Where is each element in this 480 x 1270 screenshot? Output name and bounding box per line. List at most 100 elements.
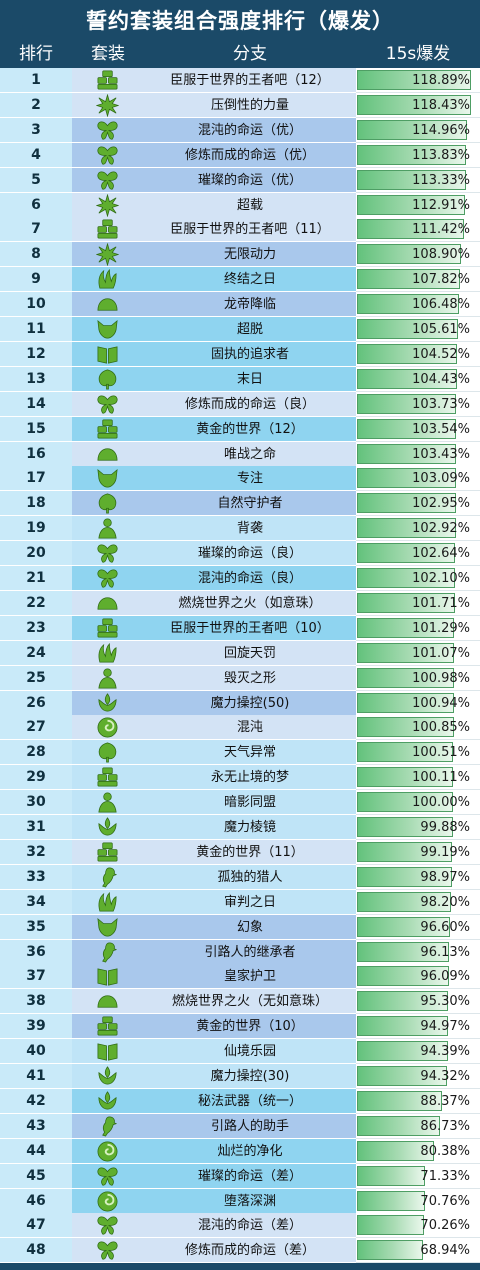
rank-cell: 32 — [0, 839, 72, 865]
table-row: 3 混沌的命运（优） 114.96% — [0, 117, 480, 143]
burst-value: 96.09% — [420, 969, 470, 985]
rank-cell: 31 — [0, 815, 72, 840]
branch-cell: 混沌的命运（良） — [144, 566, 356, 591]
rank-cell: 4 — [0, 142, 72, 168]
burst-bar — [357, 592, 455, 613]
table-row: 19 背袭 102.92% — [0, 516, 480, 542]
set-cell — [72, 441, 144, 467]
set-cell — [72, 740, 144, 766]
table-row: 29 永无止境的梦 100.11% — [0, 765, 480, 791]
butterfly-icon — [97, 1216, 118, 1236]
burst-value: 99.88% — [420, 820, 470, 835]
branch-cell: 璀璨的命运（差） — [144, 1163, 356, 1189]
set-cell — [72, 491, 144, 517]
leaf-icon — [98, 369, 117, 390]
table-row: 44 灿烂的净化 80.38% — [0, 1138, 480, 1164]
table-row: 14 修炼而成的命运（良） 103.73% — [0, 391, 480, 417]
burst-value: 101.29% — [412, 620, 470, 636]
figure-icon — [98, 792, 117, 813]
butterfly-icon — [97, 121, 118, 140]
burst-bar — [357, 244, 461, 265]
set-cell — [72, 1138, 144, 1164]
burst-bar — [357, 817, 453, 837]
branch-cell: 引路人的继承者 — [144, 939, 356, 965]
header-set: 套装 — [91, 44, 125, 64]
burst-bar — [357, 468, 456, 489]
table-row: 35 幻象 96.60% — [0, 914, 480, 940]
gold-bars-icon — [97, 618, 118, 638]
swirl-icon — [97, 717, 118, 738]
rank-cell: 27 — [0, 715, 72, 741]
rank-cell: 25 — [0, 665, 72, 691]
burst-cell: 113.33% — [356, 167, 480, 193]
burst-value: 103.43% — [412, 446, 470, 462]
fox-icon — [97, 319, 118, 339]
branch-cell: 压倒性的力量 — [144, 92, 356, 118]
branch-cell: 引路人的助手 — [144, 1113, 356, 1139]
table-row: 20 璀璨的命运（良） 102.64% — [0, 541, 480, 567]
burst-value: 94.32% — [420, 1069, 470, 1084]
burst-bar — [357, 1140, 434, 1161]
burst-cell: 101.29% — [356, 615, 480, 641]
burst-value: 68.94% — [420, 1243, 470, 1259]
branch-cell: 黄金的世界（12） — [144, 416, 356, 442]
table-row: 39 黄金的世界（10） 94.97% — [0, 1014, 480, 1040]
burst-bar — [357, 269, 460, 290]
burst-cell: 68.94% — [356, 1238, 480, 1264]
burst-cell: 103.43% — [356, 441, 480, 467]
rank-cell: 30 — [0, 790, 72, 816]
branch-cell: 天气异常 — [144, 740, 356, 766]
rank-cell: 5 — [0, 167, 72, 193]
branch-cell: 混沌 — [144, 715, 356, 741]
branch-cell: 燃烧世界之火（无如意珠） — [144, 989, 356, 1015]
butterfly-icon — [97, 1241, 118, 1260]
table-row: 27 混沌 100.85% — [0, 715, 480, 741]
branch-cell: 超脱 — [144, 317, 356, 342]
burst-bar — [357, 1115, 440, 1136]
branch-cell: 魔力操控(30) — [144, 1064, 356, 1089]
burst-bar — [357, 916, 450, 937]
table-row: 36 引路人的继承者 96.13% — [0, 939, 480, 965]
table-row: 22 燃烧世界之火（如意珠） 101.71% — [0, 590, 480, 616]
burst-value: 102.92% — [412, 521, 470, 537]
rank-cell: 16 — [0, 441, 72, 467]
branch-cell: 臣服于世界的王者吧（12） — [144, 68, 356, 93]
set-cell — [72, 292, 144, 318]
burst-value: 98.97% — [420, 869, 470, 885]
burst-value: 106.48% — [412, 297, 470, 313]
claw-icon — [98, 642, 117, 663]
dome-icon — [97, 597, 118, 610]
burst-value: 98.20% — [420, 894, 470, 910]
branch-cell: 堕落深渊 — [144, 1188, 356, 1214]
burst-value: 107.82% — [412, 272, 470, 288]
table-row: 30 暗影同盟 100.00% — [0, 790, 480, 816]
table-header: 排行 套装 分支 15s爆发 — [0, 40, 480, 68]
set-cell — [72, 466, 144, 492]
branch-cell: 自然守护者 — [144, 491, 356, 517]
rank-cell: 35 — [0, 914, 72, 940]
burst-cell: 100.11% — [356, 765, 480, 791]
burst-bar — [357, 343, 457, 364]
burst-cell: 101.71% — [356, 590, 480, 616]
set-cell — [72, 889, 144, 915]
burst-bar — [357, 543, 455, 564]
table-row: 7 臣服于世界的王者吧（11） 111.42% — [0, 217, 480, 243]
burst-cell: 104.43% — [356, 366, 480, 392]
branch-cell: 修炼而成的命运（优） — [144, 142, 356, 168]
header-branch: 分支 — [233, 44, 267, 64]
set-cell — [72, 939, 144, 965]
set-cell — [72, 341, 144, 367]
burst-value: 101.71% — [412, 595, 470, 611]
rank-cell: 45 — [0, 1163, 72, 1189]
rank-cell: 43 — [0, 1113, 72, 1139]
burst-bar — [357, 1090, 442, 1111]
rank-cell: 39 — [0, 1014, 72, 1040]
gold-bars-icon — [97, 842, 118, 862]
burst-value: 80.38% — [420, 1143, 470, 1159]
branch-cell: 修炼而成的命运（良） — [144, 391, 356, 417]
burst-bar — [357, 841, 452, 862]
set-cell — [72, 167, 144, 193]
branch-cell: 永无止境的梦 — [144, 765, 356, 791]
burst-value: 118.89% — [412, 73, 470, 88]
burst-bar — [357, 667, 454, 688]
